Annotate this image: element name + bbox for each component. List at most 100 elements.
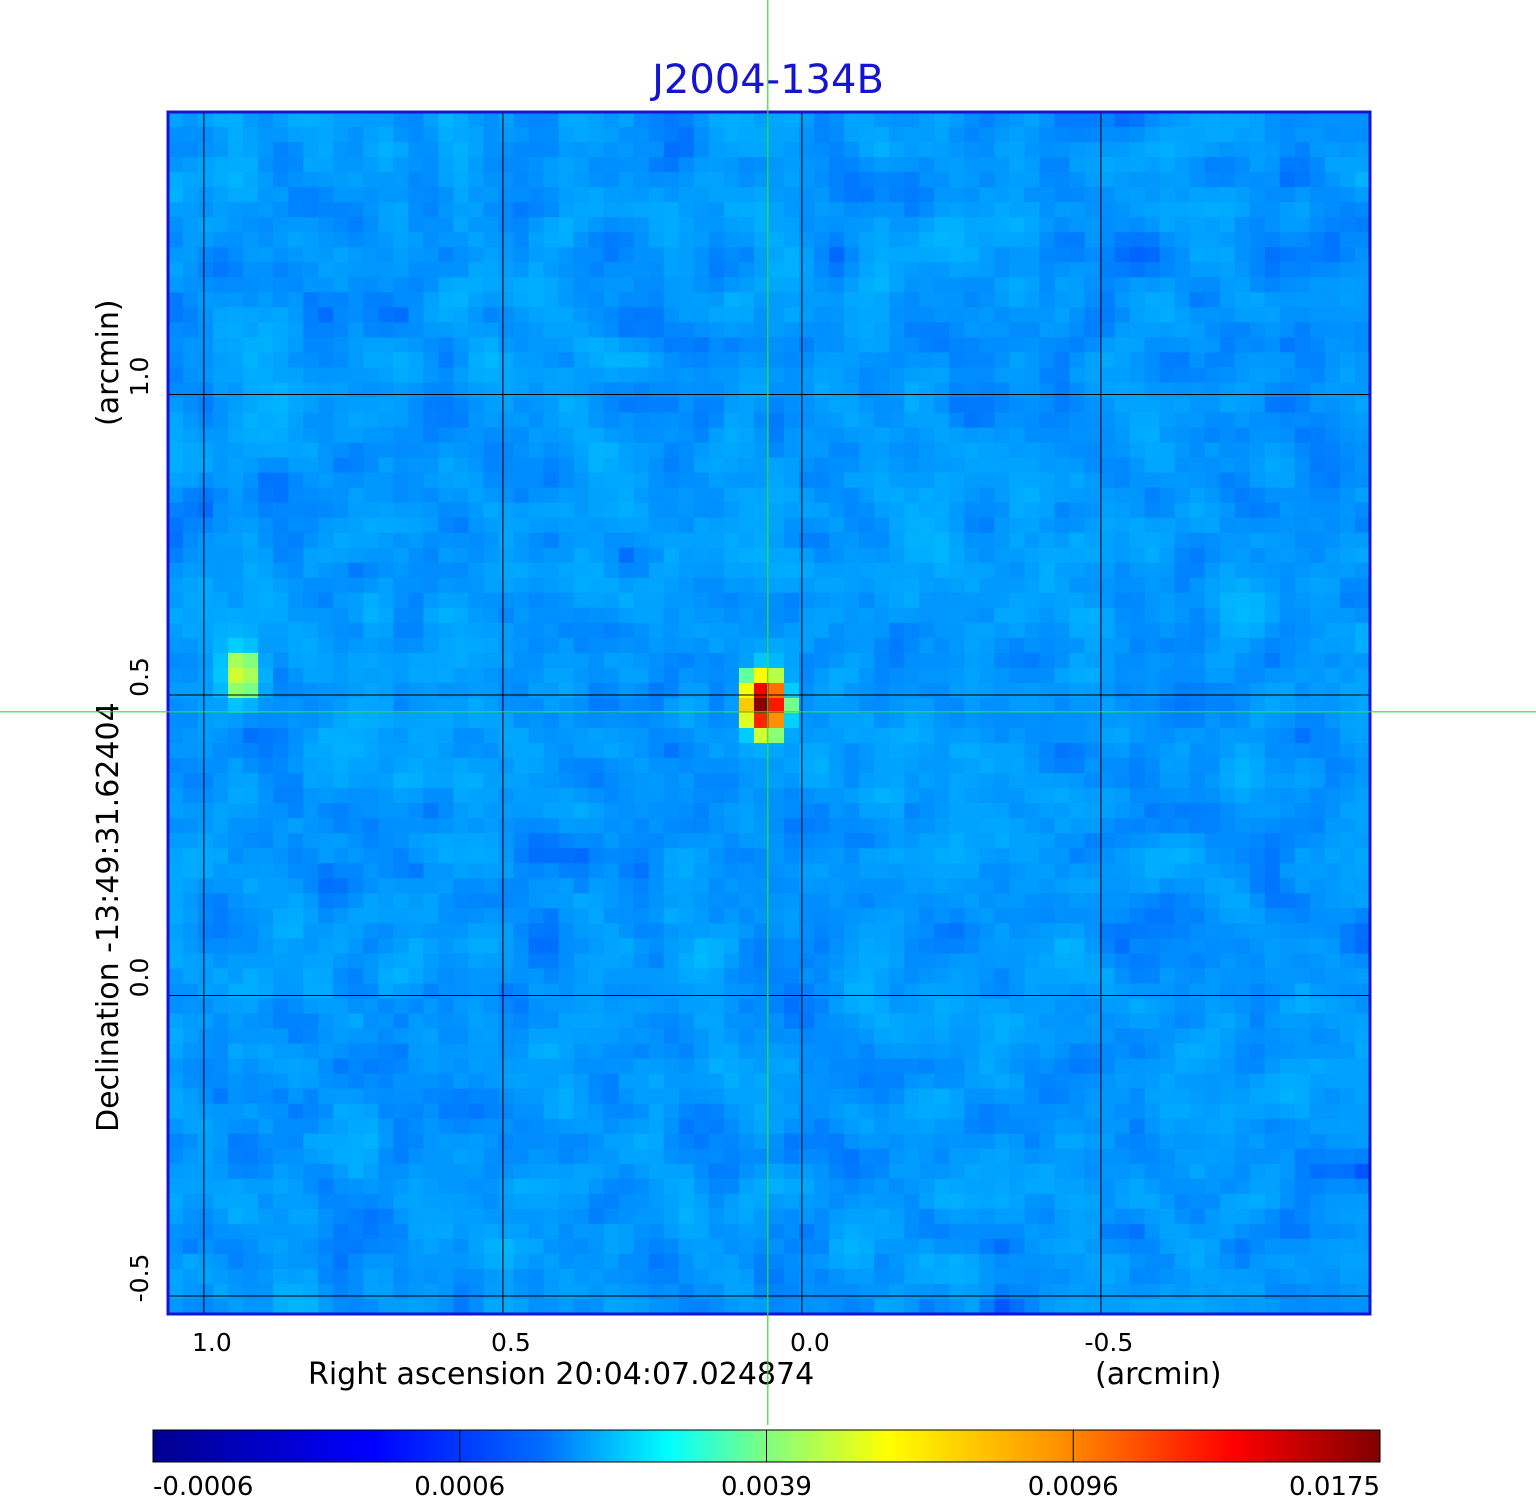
pixel [1054, 863, 1071, 879]
pixel [588, 1013, 605, 1030]
pixel [588, 487, 605, 504]
pixel [333, 427, 349, 444]
pixel [844, 217, 860, 233]
pixel [859, 487, 875, 504]
pixel [829, 442, 845, 459]
pixel [1114, 682, 1131, 699]
pixel [1039, 622, 1056, 639]
pixel [558, 938, 575, 955]
pixel [859, 908, 875, 924]
pixel [1114, 202, 1131, 218]
pixel [934, 1028, 950, 1045]
pixel [1264, 502, 1281, 519]
pixel [678, 622, 695, 639]
pixel [498, 532, 515, 549]
pixel [889, 322, 905, 338]
pixel [1069, 713, 1086, 729]
pixel [438, 652, 455, 669]
pixel [738, 622, 755, 639]
pixel [1279, 998, 1296, 1015]
pixel [558, 307, 575, 323]
pixel [753, 142, 770, 158]
pixel [1009, 487, 1026, 504]
pixel [603, 923, 620, 939]
pixel [738, 367, 755, 384]
pixel [769, 562, 785, 579]
pixel [1264, 352, 1281, 369]
pixel [558, 382, 575, 399]
pixel [1249, 427, 1266, 444]
pixel [769, 457, 785, 474]
pixel [363, 517, 379, 534]
pixel [723, 923, 740, 939]
pixel [738, 833, 755, 849]
pixel [618, 983, 635, 1000]
pixel [213, 667, 229, 684]
pixel [168, 337, 184, 354]
pixel [1339, 232, 1356, 248]
pixel [979, 878, 995, 894]
pixel [1309, 893, 1326, 909]
pixel [453, 112, 470, 128]
pixel [618, 367, 635, 384]
pixel [814, 472, 830, 489]
pixel [588, 622, 605, 639]
pixel [498, 637, 515, 654]
pixel [378, 382, 394, 399]
pixel [1084, 848, 1101, 864]
pixel [408, 622, 425, 639]
pixel [1129, 878, 1146, 894]
pixel [543, 908, 560, 924]
pixel [1339, 667, 1356, 684]
pixel [273, 592, 289, 609]
pixel [648, 713, 665, 729]
pixel [483, 878, 500, 894]
pixel [1204, 1028, 1221, 1045]
pixel [423, 247, 440, 263]
pixel [1264, 232, 1281, 248]
pixel [708, 517, 725, 534]
pixel [784, 307, 800, 323]
pixel [198, 367, 214, 384]
pixel [303, 142, 319, 158]
pixel [588, 427, 605, 444]
pixel [753, 127, 770, 143]
pixel [919, 337, 935, 354]
pixel [348, 998, 364, 1015]
pixel [618, 968, 635, 985]
pixel [558, 277, 575, 293]
pixel [693, 848, 710, 864]
pixel [708, 592, 725, 609]
pixel [934, 367, 950, 384]
pixel [243, 893, 259, 909]
pixel [1264, 908, 1281, 924]
pixel [693, 517, 710, 534]
pixel [168, 112, 184, 128]
pixel [949, 607, 965, 624]
pixel [919, 637, 935, 654]
pixel [1129, 758, 1146, 774]
pixel [889, 217, 905, 233]
pixel [333, 878, 349, 894]
pixel [949, 1028, 965, 1045]
pixel [769, 232, 785, 248]
pixel [979, 292, 995, 308]
pixel [468, 517, 485, 534]
pixel [1024, 953, 1041, 970]
pixel [213, 773, 229, 789]
pixel [378, 487, 394, 504]
pixel [678, 1043, 695, 1060]
pixel [1309, 352, 1326, 369]
pixel [543, 592, 560, 609]
pixel [168, 713, 184, 729]
pixel [1204, 472, 1221, 489]
pixel [1354, 217, 1371, 233]
pixel [348, 307, 364, 323]
pixel [408, 713, 425, 729]
pixel [979, 412, 995, 429]
pixel [829, 157, 845, 173]
pixel [678, 878, 695, 894]
pixel [468, 637, 485, 654]
pixel [438, 112, 455, 128]
pixel [1159, 247, 1176, 263]
